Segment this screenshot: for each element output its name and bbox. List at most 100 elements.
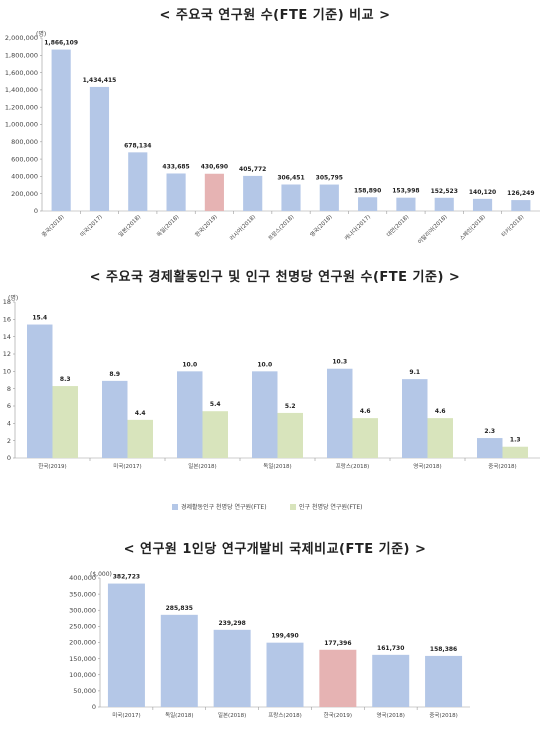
chart2-bar — [502, 446, 528, 458]
chart1-x-tick-label: 중국(2018) — [41, 213, 66, 238]
chart2-bar — [127, 419, 153, 458]
chart3-data-label: 285,835 — [166, 605, 193, 612]
chart1-bar — [434, 197, 454, 211]
chart3-x-tick-label: 독일(2018) — [165, 711, 193, 719]
chart1-data-label: 126,249 — [507, 190, 534, 197]
chart1-y-tick-label: 1,200,000 — [5, 103, 38, 111]
chart2-legend-label: 경제활동인구 천명당 연구원(FTE) — [181, 503, 267, 511]
chart2-bar — [27, 324, 53, 458]
chart2-data-label: 8.3 — [60, 376, 71, 383]
chart1-data-label: 158,890 — [354, 187, 381, 194]
chart1-bar — [166, 173, 186, 211]
chart1-x-tick-label: 일본(2018) — [116, 213, 142, 239]
chart2-data-label: 4.6 — [435, 408, 446, 415]
chart3-bar — [319, 649, 357, 707]
chart2-x-tick-label: 독일(2018) — [263, 462, 291, 470]
chart3-y-tick-label: 100,000 — [69, 671, 96, 679]
chart2-bar — [402, 379, 428, 458]
chart1-data-label: 152,523 — [431, 188, 458, 195]
chart2-y-tick-label: 10 — [3, 368, 11, 376]
chart2-data-label: 5.2 — [285, 403, 296, 410]
chart2-y-tick-label: 12 — [3, 350, 11, 358]
chart2-x-tick-label: 한국(2019) — [38, 463, 66, 470]
chart1-y-tick-label: 1,800,000 — [5, 52, 38, 60]
chart1-x-tick-label: 스페인(2018) — [458, 213, 487, 242]
chart1-bar — [472, 198, 493, 211]
chart2-data-label: 8.9 — [109, 371, 120, 378]
chart1-x-tick-label: 영국(2018) — [308, 213, 334, 239]
chart1-data-label: 140,120 — [469, 189, 496, 196]
chart2-bar — [202, 411, 228, 458]
chart1-y-tick-label: 600,000 — [11, 155, 38, 163]
chart1-data-label: 405,772 — [239, 166, 266, 173]
chart3-y-tick-label: 150,000 — [69, 655, 96, 663]
chart3-bar — [160, 614, 198, 707]
chart2-x-tick-label: 프랑스(2018) — [336, 463, 369, 470]
chart1-x-tick-label: 이탈리아(2018) — [416, 213, 449, 246]
chart1-data-label: 1,866,109 — [44, 40, 78, 47]
chart3-bar — [425, 655, 463, 707]
chart2-data-label: 15.4 — [32, 315, 47, 322]
chart2-x-tick-label: 영국(2018) — [413, 462, 441, 470]
chart1-data-label: 306,451 — [277, 174, 304, 181]
chart1-x-tick-label: 프랑스(2018) — [267, 213, 296, 242]
chart2-data-label: 10.0 — [182, 361, 197, 368]
chart-2-title: < 주요국 경제활동인구 및 인구 천명당 연구원 수(FTE 기준) > — [89, 270, 461, 285]
chart2-y-tick-label: 18 — [3, 298, 11, 306]
chart3-y-tick-label: 300,000 — [69, 606, 96, 614]
chart1-x-tick-label: 미국(2017) — [78, 213, 104, 239]
chart2-data-label: 9.1 — [409, 369, 420, 376]
chart3-y-tick-label: 400,000 — [69, 574, 96, 582]
chart3-x-tick-label: 미국(2017) — [112, 711, 140, 719]
chart1-data-label: 433,685 — [162, 163, 189, 170]
chart1-x-tick-label: 캐나다(2017) — [343, 213, 372, 242]
chart1-bar — [511, 200, 531, 211]
chart1-y-tick-label: 1,600,000 — [5, 69, 38, 77]
chart1-unit-label: (명) — [36, 30, 46, 38]
chart3-x-tick-label: 영국(2018) — [377, 711, 405, 719]
chart1-bar — [243, 175, 263, 211]
chart1-bar — [51, 49, 71, 211]
chart1-data-label: 153,998 — [392, 188, 419, 195]
chart1-x-tick-label: 독일(2018) — [155, 213, 181, 239]
chart3-y-tick-label: 200,000 — [69, 639, 96, 647]
chart1-y-tick-label: 400,000 — [11, 173, 38, 181]
chart3-y-tick-label: 0 — [92, 703, 96, 711]
chart3-x-tick-label: 일본(2018) — [218, 711, 246, 719]
chart1-x-tick-label: 대만(2018) — [385, 213, 411, 239]
chart3-x-tick-label: 프랑스(2018) — [268, 712, 301, 719]
chart2-data-label: 10.0 — [257, 361, 272, 368]
researchers-per-thousand-chart: 0 2 4 6 8 10 12 14 16 18(명) 한국(2019) 미국(2017) 일본(201… — [3, 294, 540, 511]
chart2-y-tick-label: 2 — [7, 437, 11, 445]
chart2-x-tick-label: 일본(2018) — [188, 462, 216, 470]
chart3-data-label: 239,298 — [218, 620, 245, 627]
chart2-x-tick-label: 미국(2017) — [113, 462, 141, 470]
chart1-bar — [358, 197, 378, 211]
chart3-data-label: 199,490 — [271, 633, 298, 640]
chart2-bar — [352, 418, 378, 458]
chart3-data-label: 382,723 — [113, 574, 140, 581]
chart2-y-tick-label: 4 — [7, 420, 11, 428]
chart2-y-tick-label: 0 — [7, 454, 11, 462]
chart1-bar — [281, 184, 301, 211]
chart2-legend-label: 인구 천명당 연구원(FTE) — [299, 503, 362, 511]
chart2-bar — [427, 418, 453, 458]
chart2-data-label: 1.3 — [510, 437, 521, 444]
chart1-data-label: 430,690 — [201, 164, 228, 171]
chart2-y-tick-label: 16 — [3, 316, 11, 324]
chart1-bar — [204, 173, 224, 211]
chart3-bar — [107, 583, 145, 707]
chart2-data-label: 4.4 — [135, 410, 146, 417]
chart2-data-label: 4.6 — [360, 408, 371, 415]
chart1-data-label: 1,434,415 — [83, 77, 117, 84]
chart3-y-tick-label: 50,000 — [73, 687, 96, 695]
chart1-bar — [396, 197, 416, 211]
chart2-bar — [102, 380, 128, 458]
chart1-y-tick-label: 2,000,000 — [5, 34, 38, 42]
chart2-x-tick-label: 중국(2018) — [488, 463, 516, 470]
researchers-count-chart: 0 200,000 400,000 600,000 800,000 1,000,000 1,… — [5, 30, 540, 246]
chart2-bar — [252, 371, 278, 458]
chart1-bar — [89, 86, 110, 211]
chart-1-title: < 주요국 연구원 수(FTE 기준) 비교 > — [159, 8, 391, 23]
chart1-data-label: 305,795 — [316, 175, 343, 182]
